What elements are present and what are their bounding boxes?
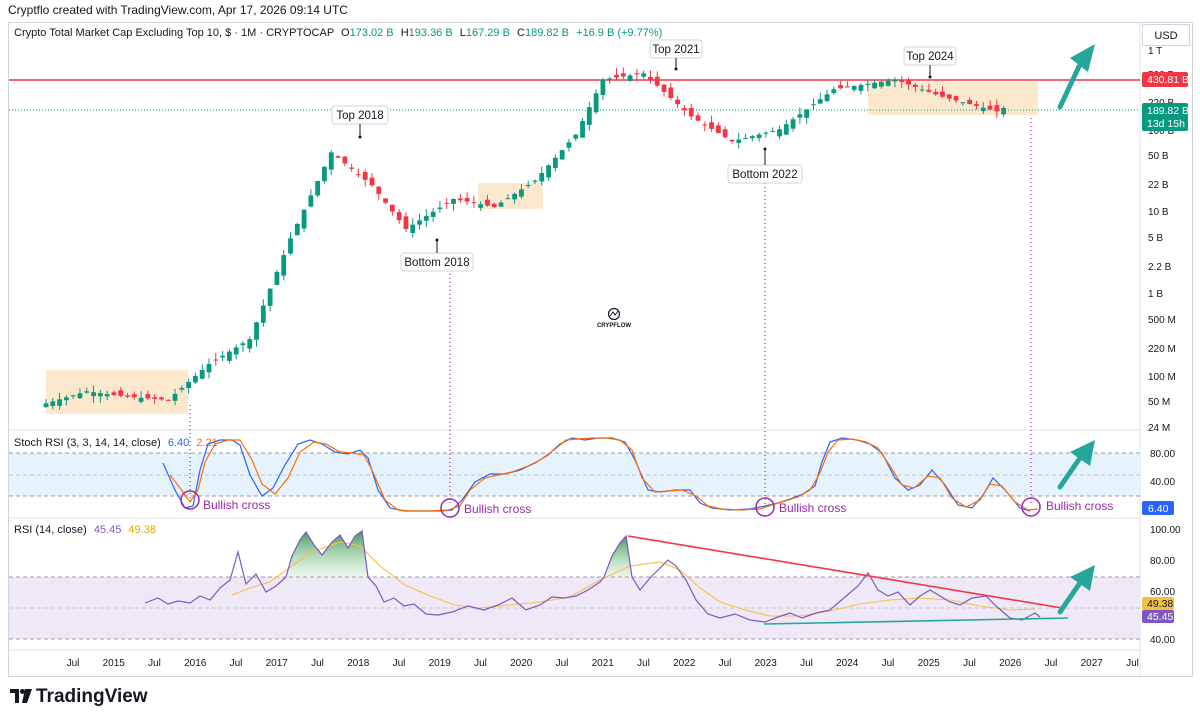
brand-name: TradingView (36, 686, 148, 707)
main-legend: Crypto Total Market Cap Excluding Top 10… (14, 27, 662, 39)
legend-open: 173.02 B (349, 27, 394, 39)
main-legend-title: Crypto Total Market Cap Excluding Top 10… (14, 27, 334, 39)
stoch-legend-d: 2.21 (196, 437, 218, 449)
legend-change: +16.9 B (+9.77%) (576, 27, 663, 39)
rsi-legend: RSI (14, close) 45.45 49.38 (14, 524, 156, 536)
rsi-legend-value: 45.45 (93, 524, 122, 536)
stoch-legend-k: 6.40 (167, 437, 190, 449)
stoch-legend: Stoch RSI (3, 3, 14, 14, close) 6.40 2.2… (14, 437, 218, 449)
chart-frame (8, 22, 1193, 677)
chart-header: Cryptflo created with TradingView.com, A… (8, 3, 348, 17)
legend-low-label: L (459, 27, 466, 39)
legend-close-label: C (517, 27, 525, 39)
legend-open-label: O (341, 27, 350, 39)
legend-high-label: H (400, 27, 409, 39)
tradingview-logo: TradingView (10, 686, 148, 708)
legend-high: 193.36 B (408, 27, 453, 39)
rsi-legend-name: RSI (14, close) (14, 524, 87, 536)
legend-close: 189.82 B (524, 27, 569, 39)
currency-button[interactable]: USD (1142, 24, 1190, 46)
stoch-legend-name: Stoch RSI (3, 3, 14, 14, close) (14, 437, 161, 449)
rsi-legend-ma: 49.38 (128, 524, 156, 536)
tradingview-logo-icon (10, 687, 32, 703)
legend-low: 167.29 B (465, 27, 510, 39)
